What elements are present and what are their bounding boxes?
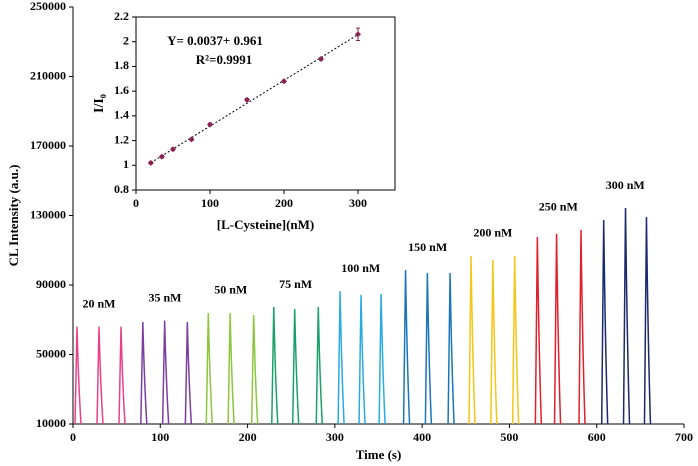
y-tick-label: 10000 [36, 416, 66, 430]
peak [468, 255, 476, 425]
peak [205, 312, 214, 425]
peak [511, 255, 520, 425]
group-label: 75 nM [279, 277, 312, 291]
peak [271, 307, 279, 425]
y-tick-label: 50000 [36, 346, 66, 360]
peak [358, 294, 366, 425]
x-tick-label: 400 [413, 430, 431, 444]
data-point [244, 96, 250, 103]
x-tick-label: 100 [151, 430, 169, 444]
x-tick-label: 500 [500, 430, 518, 444]
peak [315, 307, 324, 425]
x-tick-label: 0 [133, 196, 139, 210]
peak [74, 326, 82, 425]
peak [490, 259, 498, 425]
x-tick-label: 700 [675, 430, 693, 444]
x-tick-label: 200 [239, 430, 257, 444]
data-point [281, 78, 287, 85]
y-tick-label: 130000 [30, 207, 66, 221]
y-tick-label: 250000 [30, 0, 66, 13]
peak [578, 229, 586, 425]
peak [378, 294, 386, 425]
peak [534, 237, 543, 425]
data-point [188, 136, 195, 143]
y-tick-label: 90000 [36, 277, 66, 291]
group-label: 100 nM [341, 261, 380, 275]
y-tick-label: 1.8 [114, 58, 129, 72]
group-label: 200 nM [473, 226, 512, 240]
group-label: 250 nM [539, 200, 578, 214]
x-tick-label: 200 [275, 196, 293, 210]
peak [161, 320, 170, 425]
y-axis-label: I/I₀ [92, 94, 107, 113]
data-point [158, 153, 165, 160]
x-tick-label: 0 [70, 430, 76, 444]
peak [291, 308, 300, 425]
y-tick-label: 170000 [30, 138, 66, 152]
group-label: 35 nM [148, 290, 181, 304]
equation: Y= 0.0037+ 0.961 [167, 33, 263, 48]
y-axis-label: CL Intensity (a.u.) [6, 165, 21, 267]
data-point [147, 159, 154, 166]
group-label: 20 nM [83, 296, 116, 310]
x-tick-label: 300 [349, 196, 367, 210]
x-axis-label: [L-Cysteine](nM) [217, 217, 314, 232]
trend-line [150, 34, 359, 164]
y-tick-label: 1.4 [114, 108, 129, 122]
group-label: 150 nM [408, 240, 447, 254]
x-axis-label: Time (s) [356, 447, 402, 462]
peak [96, 326, 104, 425]
peak [140, 321, 148, 425]
x-tick-label: 300 [326, 430, 344, 444]
y-tick-label: 1.6 [114, 83, 129, 97]
group-label: 50 nM [214, 283, 247, 297]
peak [250, 315, 259, 425]
peak [337, 291, 345, 425]
x-tick-label: 100 [201, 196, 219, 210]
y-tick-label: 210000 [30, 68, 66, 82]
data-point [318, 56, 324, 63]
data-point [355, 31, 361, 38]
peak [622, 208, 631, 425]
peak [402, 270, 411, 425]
peak [118, 326, 126, 425]
data-point [207, 121, 213, 128]
y-tick-label: 2 [123, 33, 129, 47]
peak [447, 272, 455, 425]
y-tick-label: 1 [123, 157, 129, 171]
peak [553, 233, 562, 425]
y-tick-label: 0.8 [114, 182, 129, 196]
peak [600, 220, 609, 425]
x-tick-label: 600 [588, 430, 606, 444]
y-tick-label: 1.2 [114, 132, 129, 146]
peak [424, 272, 433, 425]
data-point [170, 146, 176, 153]
r-squared: R²=0.9991 [196, 52, 252, 67]
peak [227, 312, 235, 425]
y-tick-label: 2.2 [114, 9, 129, 23]
group-label: 300 nM [606, 178, 645, 192]
inset-frame [135, 16, 396, 191]
peak [643, 217, 652, 425]
peak [184, 321, 193, 425]
